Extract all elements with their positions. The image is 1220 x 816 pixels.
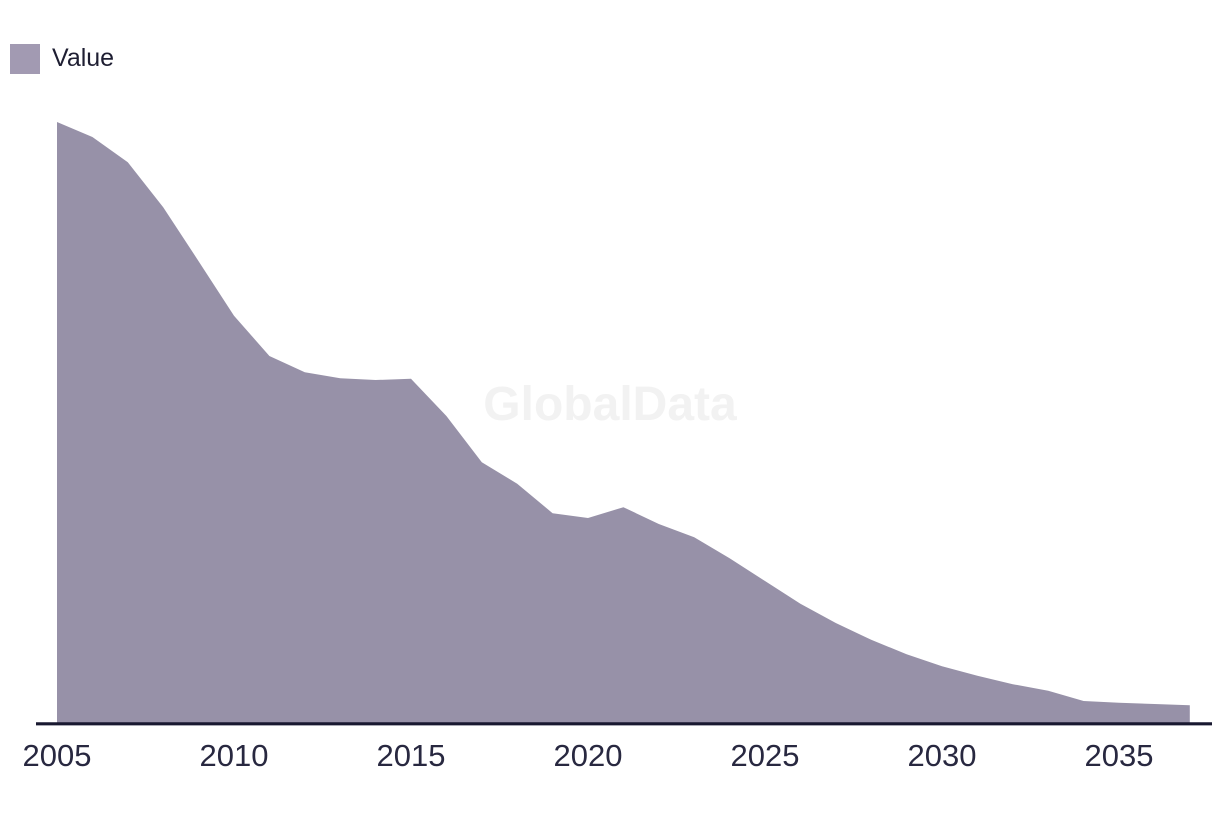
globaldata-watermark: GlobalData	[483, 378, 737, 431]
legend-label: Value	[52, 43, 115, 72]
x-axis-label-2025: 2025	[730, 738, 800, 773]
x-axis-label-2010: 2010	[199, 738, 269, 773]
x-axis-label-2035: 2035	[1084, 738, 1154, 773]
x-axis-label-2005: 2005	[22, 738, 92, 773]
x-axis-label-2015: 2015	[376, 738, 446, 773]
legend-swatch-icon	[10, 44, 40, 74]
x-axis-labels: 2005 2010 2015 2020 2025 2030 2035	[0, 740, 1220, 774]
x-axis-label-2030: 2030	[907, 738, 977, 773]
legend-item-value[interactable]: Value	[10, 44, 114, 74]
value-area-series[interactable]	[57, 122, 1190, 724]
x-axis-label-2020: 2020	[553, 738, 623, 773]
